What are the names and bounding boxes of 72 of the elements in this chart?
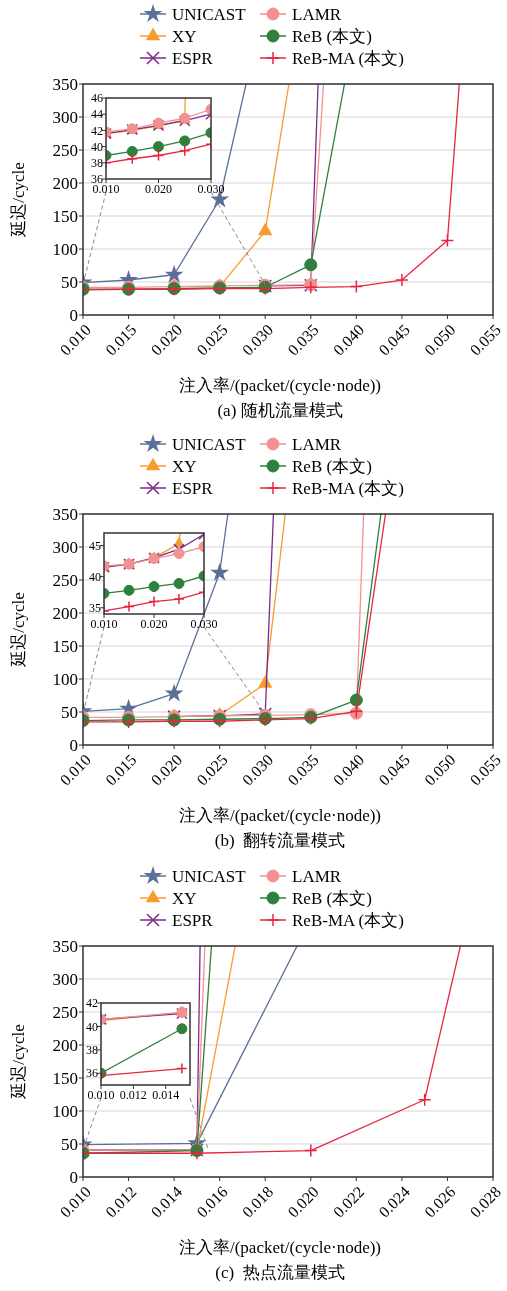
y-tick-label: 200	[52, 603, 78, 623]
y-tick-label: 36	[86, 1066, 98, 1081]
x-axis-title: 注入率/(packet/(cycle·node))	[178, 806, 382, 825]
legend-label: LAMR	[292, 434, 342, 454]
x-axis-title: 注入率/(packet/(cycle·node))	[178, 1238, 382, 1257]
legend-label: ReB (本文)	[292, 888, 372, 908]
legend-label: UNICAST	[172, 4, 247, 24]
text: (b) 翻转流量模式	[214, 831, 346, 850]
y-tick-label: 38	[86, 1043, 98, 1058]
y-tick-label: 350	[52, 74, 78, 94]
y-tick-label: 150	[52, 1068, 78, 1088]
y-tick-label: 38	[91, 156, 103, 170]
y-axis-title: 延迟/cycle	[9, 162, 28, 238]
text: (a) 随机流量模式	[217, 401, 343, 420]
y-tick-label: 100	[52, 1101, 78, 1121]
x-tick-label: 0.030	[197, 182, 225, 196]
x-tick-label: 0.030	[190, 617, 218, 631]
y-tick-label: 300	[52, 537, 78, 557]
y-axis-title: 延迟/cycle	[9, 1024, 28, 1100]
y-tick-label: 35	[89, 600, 101, 615]
y-tick-label: 46	[91, 91, 103, 106]
y-tick-label: 200	[52, 173, 78, 193]
y-tick-label: 44	[91, 107, 103, 122]
y-tick-label: 250	[52, 140, 78, 160]
legend-label: ESPR	[172, 910, 214, 930]
legend-label: ESPR	[172, 48, 214, 68]
y-tick-label: 250	[52, 1002, 78, 1022]
x-tick-label: 0.010	[92, 182, 120, 196]
legend-label: LAMR	[292, 866, 342, 886]
y-tick-label: 40	[91, 139, 103, 154]
legend-label: ReB-MA (本文)	[292, 478, 404, 498]
x-tick-label: 0.010	[87, 1088, 115, 1102]
y-tick-label: 250	[52, 570, 78, 590]
y-tick-label: 0	[69, 305, 78, 325]
legend-label: ReB (本文)	[292, 26, 372, 46]
y-tick-label: 200	[52, 1035, 78, 1055]
y-tick-label: 50	[61, 1134, 78, 1154]
legend-label: XY	[172, 456, 197, 476]
x-tick-label: 0.020	[145, 182, 172, 196]
legend-label: XY	[172, 26, 197, 46]
y-tick-label: 0	[69, 1167, 78, 1187]
legend-label: UNICAST	[172, 434, 247, 454]
x-axis-title: 注入率/(packet/(cycle·node))	[178, 376, 382, 395]
y-tick-label: 42	[91, 123, 103, 138]
x-tick-label: 0.020	[140, 617, 168, 631]
y-tick-label: 300	[52, 107, 78, 127]
x-tick-label: 0.010	[90, 617, 118, 631]
legend-label: LAMR	[292, 4, 342, 24]
legend-label: UNICAST	[172, 866, 247, 886]
y-tick-label: 100	[52, 239, 78, 259]
y-tick-label: 350	[52, 504, 78, 524]
y-tick-label: 300	[52, 969, 78, 989]
y-axis-title: 延迟/cycle	[9, 592, 28, 668]
y-tick-label: 150	[52, 636, 78, 656]
legend-label: ReB-MA (本文)	[292, 910, 404, 930]
y-tick-label: 350	[52, 936, 78, 956]
y-tick-label: 40	[86, 1019, 98, 1034]
y-tick-label: 50	[61, 702, 78, 722]
y-tick-label: 150	[52, 206, 78, 226]
y-tick-label: 0	[69, 735, 78, 755]
legend-label: ReB (本文)	[292, 456, 372, 476]
y-tick-label: 50	[61, 272, 78, 292]
legend-label: ESPR	[172, 478, 214, 498]
y-tick-label: 42	[86, 996, 98, 1011]
y-tick-label: 45	[89, 538, 101, 553]
y-tick-label: 100	[52, 669, 78, 689]
y-tick-label: 40	[89, 569, 101, 584]
legend-label: XY	[172, 888, 197, 908]
legend-label: ReB-MA (本文)	[292, 48, 404, 68]
x-tick-label: 0.012	[119, 1088, 147, 1102]
x-tick-label: 0.014	[152, 1088, 180, 1102]
text: (c) 热点流量模式	[215, 1263, 345, 1282]
